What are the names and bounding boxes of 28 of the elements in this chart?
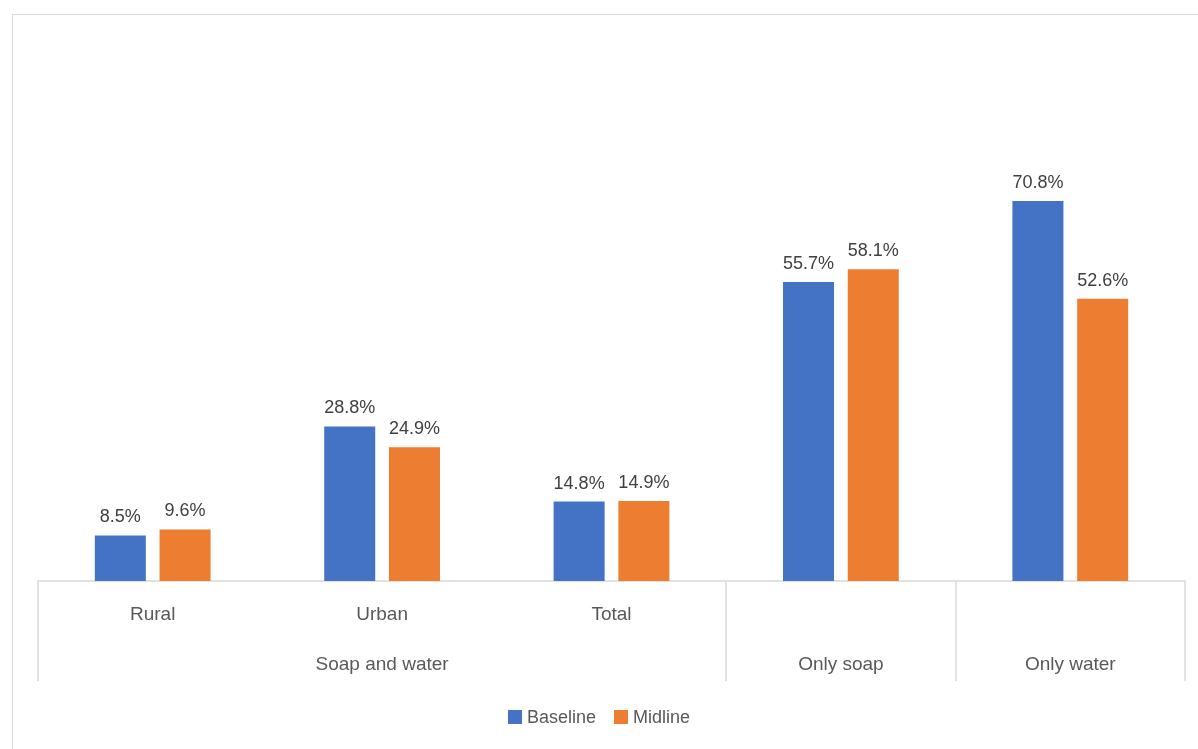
bar bbox=[1012, 201, 1064, 581]
data-label: 55.7% bbox=[782, 253, 835, 274]
data-label: 28.8% bbox=[324, 397, 376, 418]
bar bbox=[324, 426, 376, 581]
data-label: 9.6% bbox=[164, 500, 206, 521]
bar bbox=[94, 535, 146, 581]
legend-label: Midline bbox=[633, 707, 691, 727]
data-label: 14.8% bbox=[553, 472, 605, 493]
text: Only soap bbox=[798, 653, 884, 674]
x-tick-label: Urban bbox=[356, 603, 408, 624]
data-label: 58.1% bbox=[847, 240, 899, 261]
bar bbox=[847, 269, 899, 581]
data-label: 14.9% bbox=[618, 472, 670, 493]
data-label: 24.9% bbox=[388, 418, 441, 439]
data-label: 8.5% bbox=[99, 506, 141, 527]
bar bbox=[1077, 298, 1129, 581]
bar bbox=[618, 501, 670, 581]
data-label: 70.8% bbox=[1012, 172, 1064, 192]
data-label: 52.6% bbox=[1077, 269, 1129, 290]
bar bbox=[388, 447, 440, 581]
text: Only water bbox=[1024, 653, 1117, 674]
legend-label: Baseline bbox=[526, 707, 597, 727]
text: Soap and water bbox=[315, 653, 450, 674]
bar bbox=[783, 282, 835, 581]
x-tick-label: Rural bbox=[130, 603, 176, 624]
x-tick-label: Total bbox=[591, 603, 632, 624]
bar bbox=[159, 529, 211, 581]
bar bbox=[553, 501, 605, 581]
